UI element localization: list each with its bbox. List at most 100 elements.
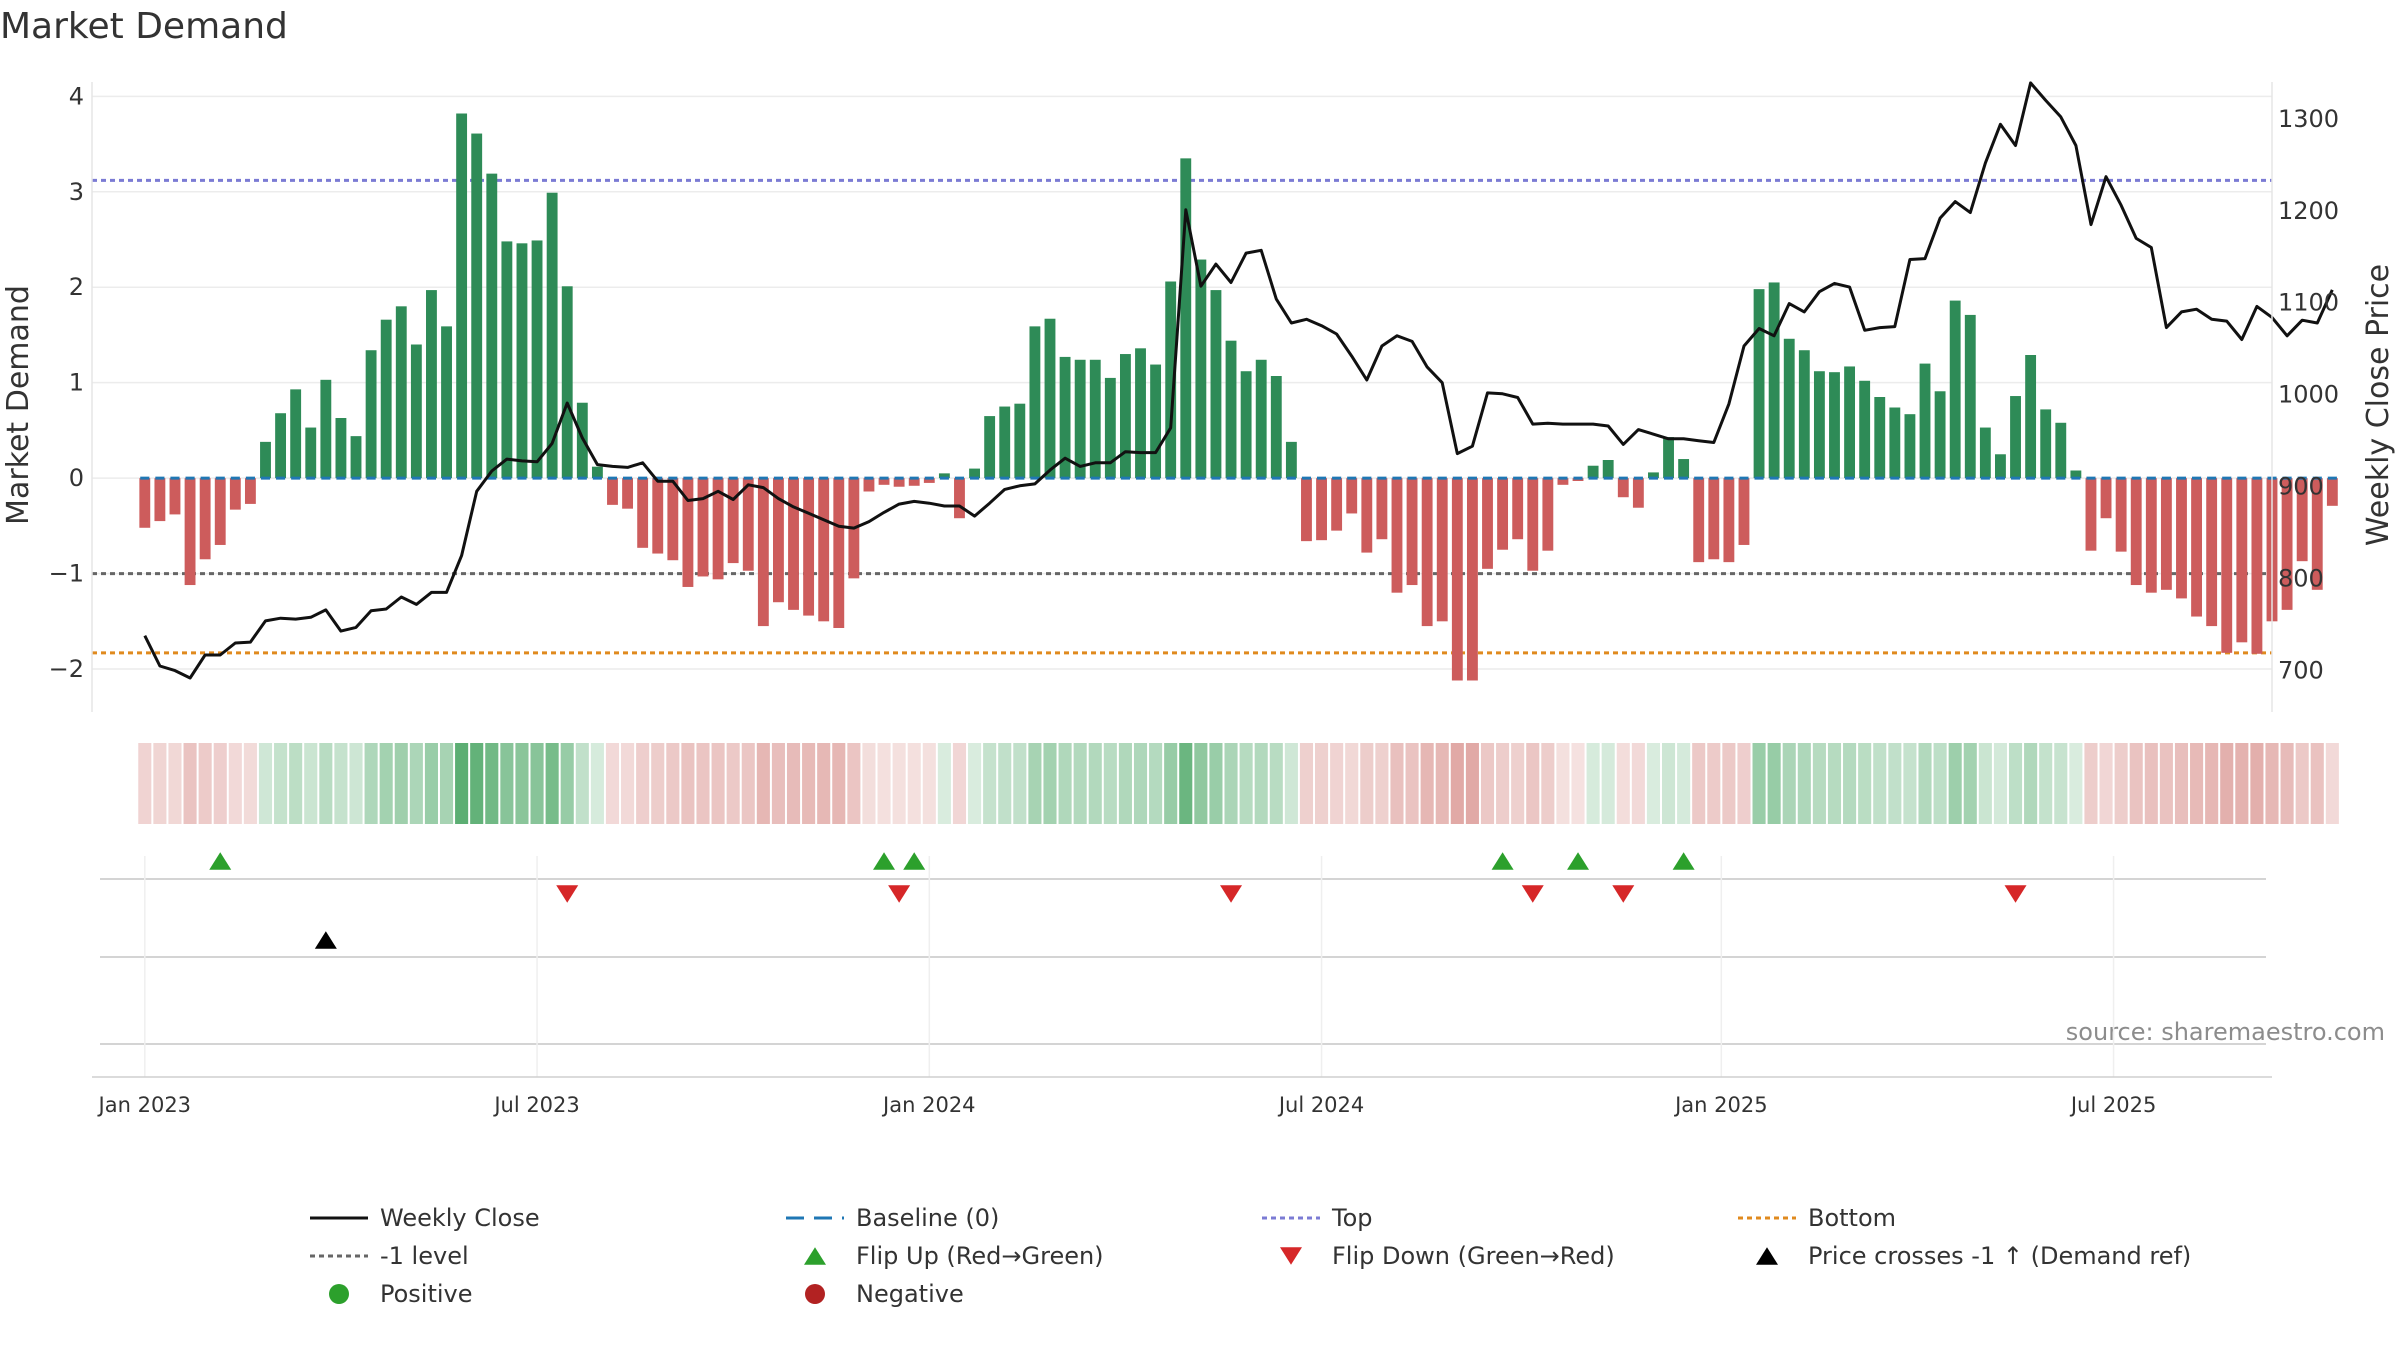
heat-cell [2295,743,2309,824]
flip-down-marker [1612,885,1635,903]
demand-bar [773,478,784,603]
heat-cell [832,743,846,824]
heat-cell [1073,743,1087,824]
heat-cell [1948,743,1962,824]
heat-cell [1722,743,1736,824]
heat-cell [349,743,363,824]
heat-cell [877,743,891,824]
demand-bar [2176,478,2187,599]
heat-cell [1375,743,1389,824]
heat-cell [907,743,921,824]
heat-cell [2174,743,2189,824]
demand-bar [954,478,965,519]
heat-cell [711,743,725,824]
demand-bar [2010,396,2021,479]
heat-cell [2265,743,2279,824]
heat-cell [1194,743,1208,824]
demand-bar [652,478,664,554]
legend-label: Price crosses -1 ↑ (Demand ref) [1808,1242,2191,1270]
heat-cell [500,743,514,824]
heat-cell [2054,743,2068,824]
legend-label: Flip Up (Red→Green) [856,1242,1104,1270]
demand-bar [1104,377,1116,479]
demand-bar [1783,338,1795,479]
heat-cell [1978,743,1992,824]
demand-bar [2145,478,2157,593]
demand-bar [923,478,935,483]
heat-cell [1827,743,1842,824]
heat-cell [1571,743,1585,824]
heat-cell [153,743,167,824]
demand-bar [1512,478,1524,540]
demand-bar [471,133,483,479]
heat-cell [817,743,831,824]
heat-cell [485,743,499,824]
heat-cell [1843,743,1857,824]
demand-bar [1587,465,1599,479]
heat-cell [1631,743,1645,824]
left-axis-label: Market Demand [1,285,36,525]
heat-cell [2099,743,2113,824]
demand-bar [697,478,709,577]
right-tick-label: 1300 [2278,105,2339,133]
flip-down-marker [2004,885,2027,903]
heat-cell [455,743,469,824]
demand-bar [486,173,498,479]
demand-bar [607,478,618,505]
demand-bar [969,468,980,479]
heat-cell [1480,743,1495,824]
demand-bar [1934,391,1946,479]
left-tick-label: −2 [49,655,84,683]
heat-cell [1345,743,1359,824]
legend-label: Bottom [1808,1204,1896,1232]
demand-bar [1029,326,1041,479]
heat-cell [1360,743,1374,824]
heat-cell [983,743,997,824]
heat-cell [892,743,906,824]
demand-bar [984,416,996,479]
heat-cell [1254,743,1268,824]
demand-bar [1874,397,1886,479]
legend-label: Flip Down (Green→Red) [1332,1242,1615,1270]
heat-cell [1149,743,1163,824]
demand-bar [2115,478,2127,552]
legend-label: Baseline (0) [856,1204,999,1232]
demand-bar [757,478,769,627]
heat-cell [274,743,288,824]
heat-cell [1103,743,1117,824]
legend-label: Weekly Close [380,1204,540,1232]
demand-bar [908,478,920,486]
heat-cell [1903,743,1917,824]
flip-down-marker [1521,885,1544,903]
right-tick-label: 700 [2278,657,2324,685]
demand-bar [2191,478,2202,617]
demand-bar [395,306,407,479]
right-tick-label: 900 [2278,473,2324,501]
heat-cell [1963,743,1977,824]
heat-cell [1209,743,1223,824]
x-tick-label: Jan 2025 [1673,1093,1768,1117]
left-tick-label: −1 [49,560,84,588]
heat-cell [2039,743,2053,824]
heat-cell [1888,743,1902,824]
weekly-close-line [143,81,2334,680]
heat-cell [1224,743,1238,824]
demand-bar [154,478,166,522]
source-credit: source: sharemaestro.com [2066,1018,2385,1046]
heat-cell [1812,743,1826,824]
demand-bar [426,290,437,479]
heat-cell [2235,743,2249,824]
right-tick-label: 1000 [2278,381,2339,409]
legend-swatch-positive [329,1284,349,1304]
legend-swatch-flip-down [1280,1247,1302,1265]
heat-cell [2310,743,2324,824]
demand-bar [1829,372,1840,479]
demand-bar [1225,340,1237,479]
heat-cell [2250,743,2264,824]
demand-bar [591,466,603,479]
heat-cell [530,743,544,824]
heat-cell [1707,743,1721,824]
left-tick-label: 3 [69,178,84,206]
demand-bar [1497,478,1509,550]
heat-cell [1465,743,1479,824]
